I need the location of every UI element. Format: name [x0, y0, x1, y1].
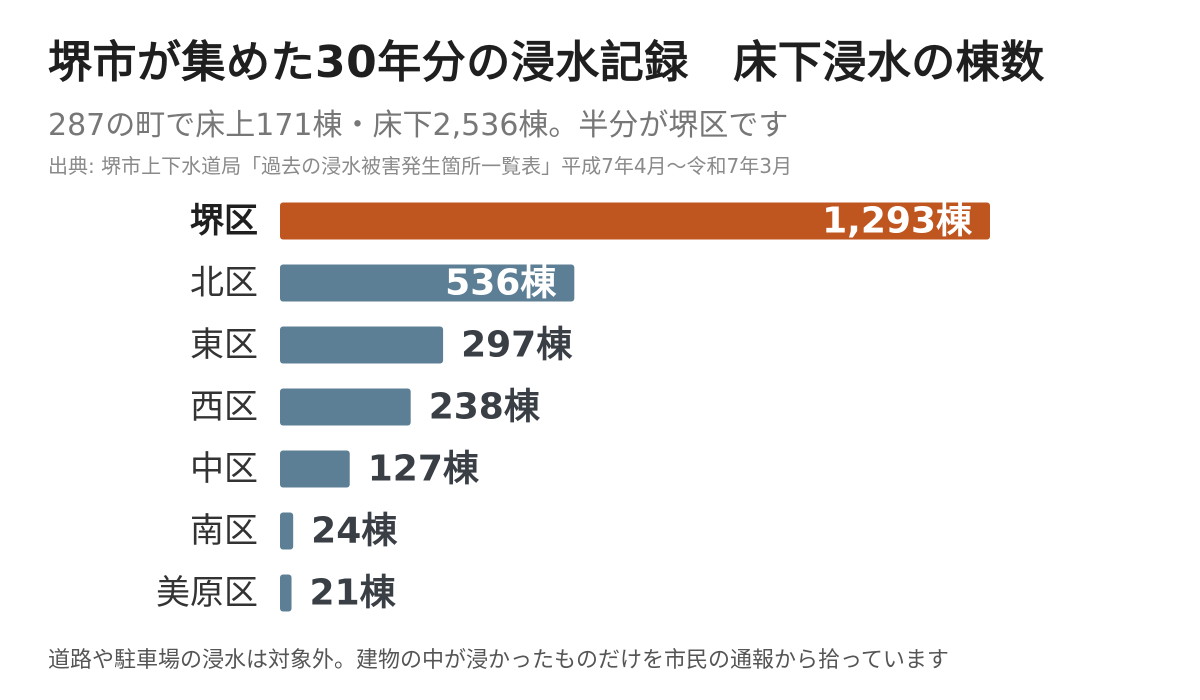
chart-source: 出典: 堺市上下水道局「過去の浸水被害発生箇所一覧表」平成7年4月～令和7年3月 [48, 154, 792, 178]
chart-footnote: 道路や駐車場の浸水は対象外。建物の中が浸かったものだけを市民の通報から拾っていま… [48, 648, 949, 673]
category-label: 西区 [190, 387, 258, 427]
chart-subtitle: 287の町で床上171棟・床下2,536棟。半分が堺区です [48, 108, 789, 143]
bar [280, 202, 990, 240]
category-label: 美原区 [156, 573, 258, 613]
chart-title: 堺市が集めた30年分の浸水記録 床下浸水の棟数 [48, 37, 1045, 88]
bar [280, 388, 411, 426]
category-label: 東区 [190, 325, 258, 365]
bar [280, 512, 294, 550]
bar [280, 450, 350, 488]
category-label: 堺区 [190, 201, 258, 241]
category-label: 南区 [190, 511, 258, 551]
category-label: 中区 [190, 449, 258, 489]
data-label: 21棟 [310, 573, 397, 614]
data-label: 297棟 [461, 325, 573, 366]
bar [280, 326, 444, 364]
data-label: 127棟 [368, 449, 480, 490]
data-label: 1,293棟 [822, 201, 973, 242]
data-label: 536棟 [445, 263, 557, 304]
data-label: 24棟 [311, 511, 398, 552]
bar [280, 574, 292, 612]
bar [280, 264, 575, 302]
category-label: 北区 [190, 263, 258, 303]
data-label: 238棟 [429, 387, 541, 428]
